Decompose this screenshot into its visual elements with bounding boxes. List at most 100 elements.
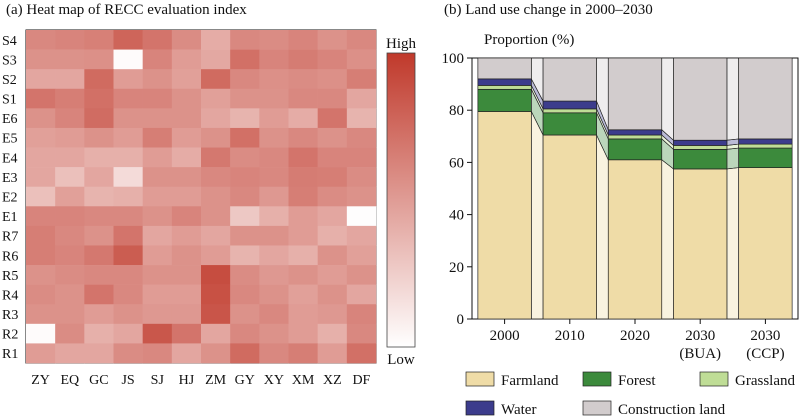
heatmap-cell-E2-XZ (317, 186, 348, 207)
heatmap-cell-R1-ZY (26, 343, 56, 364)
heatmap-cell-R7-DF (346, 225, 377, 246)
heatmap-cell-E1-GY (230, 206, 260, 227)
heatmap-cell-S3-ZM (201, 49, 231, 70)
x-tick-label: 2020 (620, 328, 650, 344)
heatmap-cell-R6-EQ (55, 245, 85, 266)
heatmap-cell-S1-ZY (26, 88, 56, 109)
heatmap-cell-S1-HJ (171, 88, 202, 109)
column-label-XZ: XZ (323, 373, 342, 388)
heatmap-cell-S3-XY (259, 49, 289, 70)
heatmap-cell-R5-EQ (55, 265, 85, 285)
legend-swatch-grassland (699, 371, 729, 387)
heatmap-cell-E4-GC (84, 147, 114, 168)
heatmap-cell-R4-ZY (26, 284, 56, 305)
heatmap-cell-S1-GC (84, 88, 114, 109)
heatmap-cell-R2-XM (288, 323, 318, 344)
column-label-GC: GC (89, 373, 108, 388)
heatmap-cell-E2-GC (84, 186, 114, 207)
heatmap-cell-S2-ZY (26, 69, 56, 90)
heatmap-cell-S3-XZ (317, 49, 348, 70)
heatmap-cell-S3-SJ (142, 49, 173, 70)
bar-forest-0 (477, 88, 532, 112)
heatmap-cell-R1-HJ (171, 343, 202, 364)
heatmap-cell-S4-GY (230, 30, 260, 50)
legend-label-grassland: Grassland (735, 373, 795, 389)
heatmap-cell-R2-ZY (26, 323, 56, 344)
heatmap-cell-S1-XZ (317, 88, 348, 109)
heatmap-cell-S2-GC (84, 69, 114, 90)
heatmap-cell-S4-EQ (55, 30, 85, 50)
y-tick-label: 60 (449, 155, 464, 171)
heatmap-cell-R3-XY (259, 304, 289, 325)
heatmap-cell-R2-GY (230, 323, 260, 344)
heatmap-cell-R3-SJ (142, 304, 173, 325)
heatmap-cell-S3-EQ (55, 49, 85, 70)
heatmap-cell-E2-SJ (142, 186, 173, 207)
heatmap-cell-S2-GY (230, 69, 260, 90)
bar-construction-land-1 (542, 57, 597, 102)
heatmap-cell-R7-XM (288, 225, 318, 246)
heatmap-cell-E3-XY (259, 167, 289, 188)
band-farmland-1 (596, 134, 609, 320)
heatmap-cell-E5-JS (113, 127, 143, 148)
legend-label-farmland: Farmland (501, 373, 559, 389)
heatmap-cell-R3-EQ (55, 304, 85, 325)
bar-grassland-4 (738, 143, 793, 149)
bar-construction-land-0 (477, 57, 532, 80)
heatmap-cell-R4-XY (259, 284, 289, 305)
heatmap-cell-S4-HJ (171, 30, 202, 50)
heatmap-cell-R4-ZM (201, 284, 231, 305)
heatmap-row-labels: S4 S3 S2 S1 E6 E5 E4 E3 E2 E1 R7 R6 R5 R4 R3 R2 R1 (2, 34, 18, 362)
x-tick-label: 2000 (490, 328, 520, 344)
heatmap-cell-S4-ZY (26, 30, 56, 50)
heatmap-cell-E3-SJ (142, 167, 173, 188)
heatmap-cell-S2-EQ (55, 69, 85, 90)
heatmap-cell-R6-JS (113, 245, 143, 266)
heatmap-cell-R1-XZ (317, 343, 348, 364)
heatmap-cell-S3-HJ (171, 49, 202, 70)
heatmap-cell-R5-HJ (171, 265, 202, 285)
heatmap-cell-S2-HJ (171, 69, 202, 90)
heatmap-cell-E4-GY (230, 147, 260, 168)
heatmap-cell-R7-XZ (317, 225, 348, 246)
row-label-S3: S3 (2, 53, 17, 68)
heatmap-cell-S2-SJ (142, 69, 173, 90)
heatmap-cell-E1-GC (84, 206, 114, 227)
heatmap-cell-R7-ZY (26, 225, 56, 246)
bar-water-2 (607, 129, 663, 136)
band-farmland-3 (726, 167, 739, 320)
heatmap-cell-E1-EQ (55, 206, 85, 227)
heatmap-cell-E4-HJ (171, 147, 202, 168)
heatmap-cell-E5-SJ (142, 127, 173, 148)
legend-swatch-construction-land (582, 400, 612, 416)
heatmap-cell-E3-ZY (26, 167, 56, 188)
heatmap-cell-R3-GY (230, 304, 260, 325)
heatmap-cell-S3-JS (113, 49, 143, 70)
heatmap-cell-R7-ZM (201, 225, 231, 246)
bar-water-4 (738, 138, 793, 145)
heatmap-cell-E2-ZY (26, 186, 56, 207)
heatmap-cell-R3-JS (113, 304, 143, 325)
heatmap-cell-R7-JS (113, 225, 143, 246)
row-label-E5: E5 (2, 132, 18, 147)
heatmap-cell-R2-HJ (171, 323, 202, 344)
bar-farmland-4 (738, 167, 793, 320)
band-forest-3 (726, 147, 739, 170)
heatmap-cell-R2-GC (84, 323, 114, 344)
heatmap-cell-R4-XZ (317, 284, 348, 305)
heatmap-cell-E6-SJ (142, 108, 173, 129)
heatmap-cell-R1-DF (346, 343, 377, 364)
heatmap-cell-R6-XM (288, 245, 318, 266)
heatmap-cell-E6-XY (259, 108, 289, 129)
legend-swatch-farmland (465, 371, 495, 387)
heatmap-cell-R7-GY (230, 225, 260, 246)
heatmap-cell-E5-ZY (26, 127, 56, 148)
column-label-GY: GY (235, 373, 255, 388)
heatmap-cell-R7-EQ (55, 225, 85, 246)
heatmap-cell-S2-ZM (201, 69, 231, 90)
x-tick-label: 2030 (685, 328, 715, 344)
bar-water-1 (542, 100, 597, 110)
heatmap-cell-E1-SJ (142, 206, 173, 227)
row-label-R1: R1 (2, 347, 18, 362)
